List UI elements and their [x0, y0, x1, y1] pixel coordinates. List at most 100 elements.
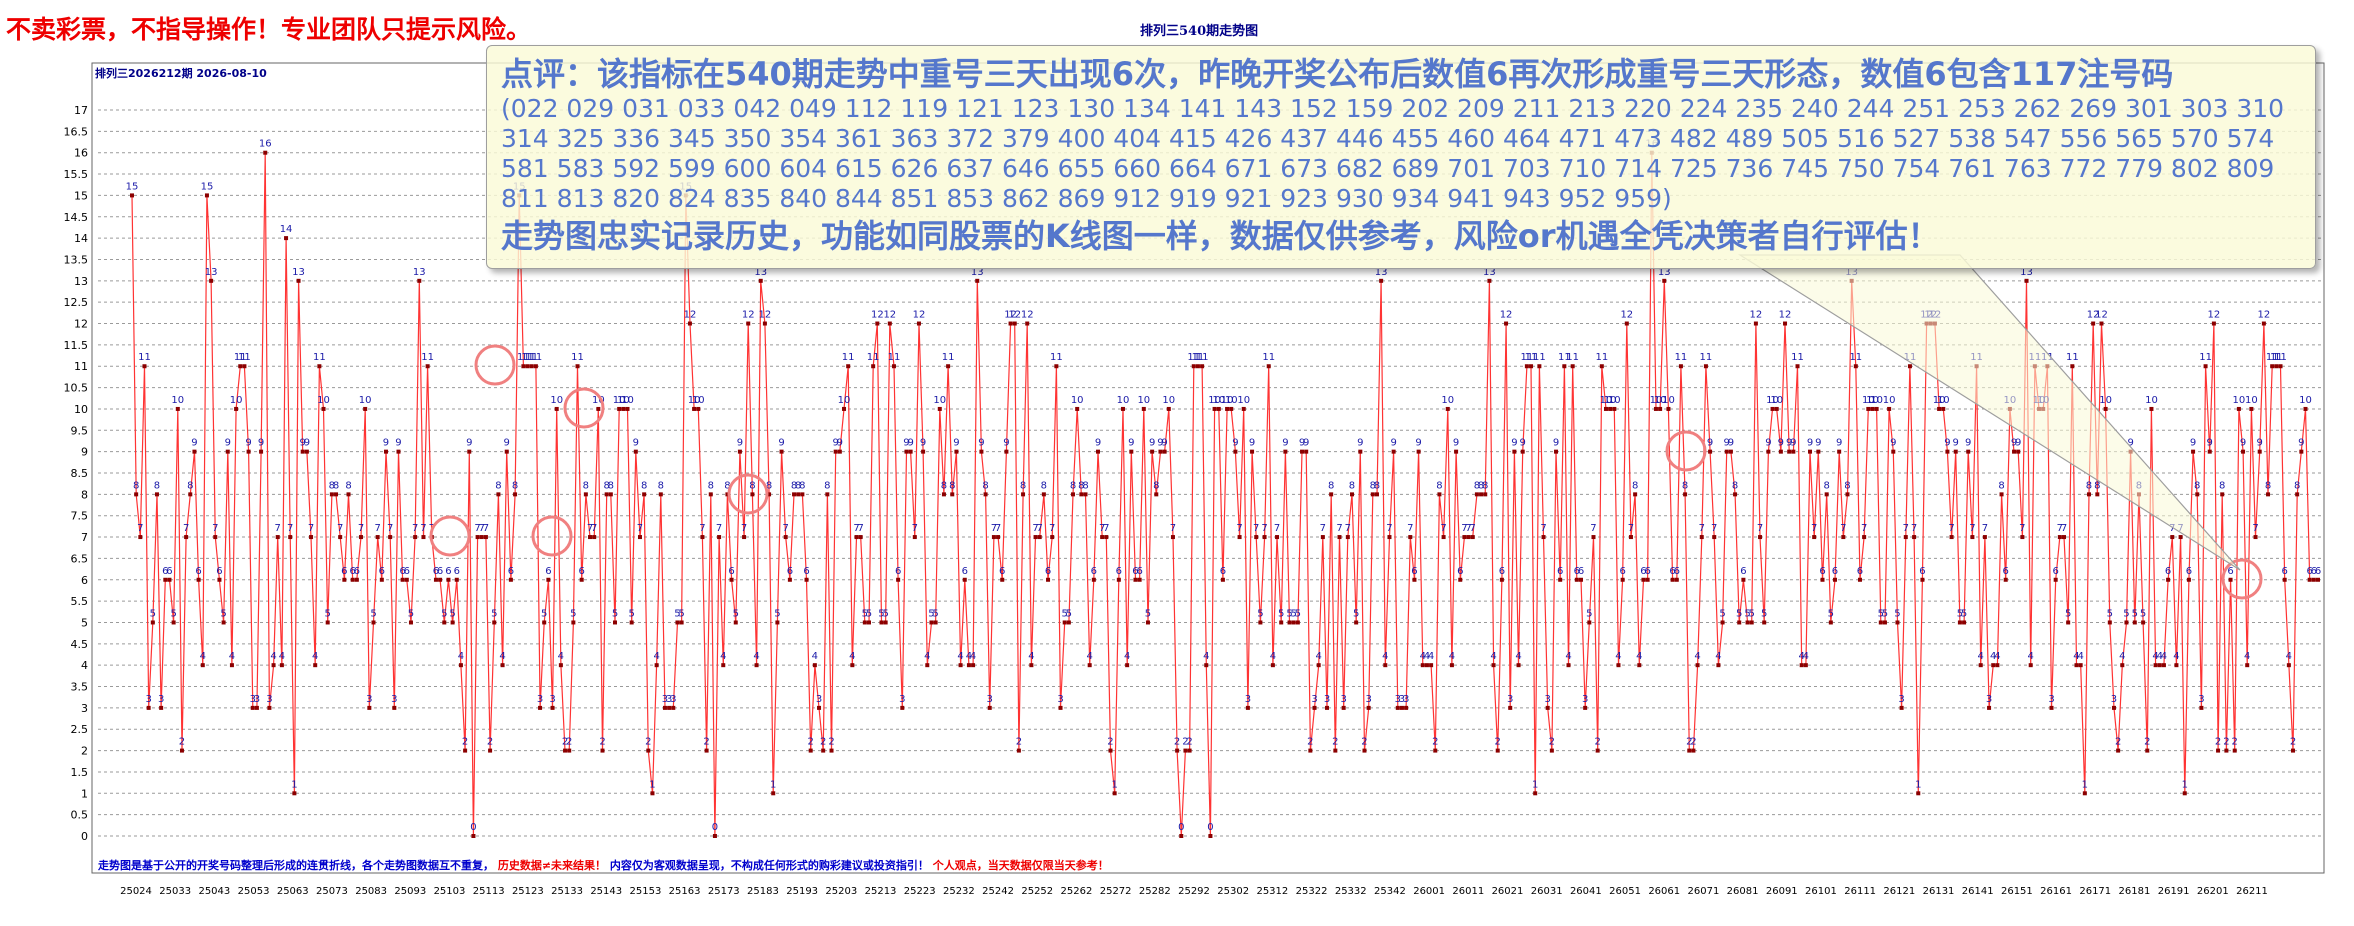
data-point: [217, 577, 222, 582]
data-point: [900, 705, 905, 710]
data-point: [1853, 364, 1858, 369]
data-point: [2291, 748, 2296, 753]
data-point: [2278, 364, 2283, 369]
data-label: 3: [1311, 694, 1317, 705]
data-label: 7: [1628, 523, 1634, 534]
data-label: 11: [1533, 352, 1546, 363]
data-label: 4: [279, 651, 285, 662]
data-label: 9: [225, 438, 231, 449]
data-point: [188, 492, 193, 497]
period-label: 排列三2026212期 2026-08-10: [95, 66, 267, 80]
data-label: 8: [187, 480, 193, 491]
data-point: [1120, 406, 1125, 411]
data-point: [571, 620, 576, 625]
data-label: 4: [653, 651, 659, 662]
data-label: 10: [1866, 395, 1879, 406]
data-label: 11: [888, 352, 901, 363]
data-point: [2028, 663, 2033, 668]
data-label: 9: [1953, 438, 1959, 449]
data-point: [2261, 321, 2266, 326]
highlight-circle: [563, 387, 605, 429]
data-label: 9: [1232, 438, 1238, 449]
y-tick-label: 3.5: [71, 681, 89, 694]
data-label: 3: [391, 694, 397, 705]
data-label: 7: [137, 523, 143, 534]
data-point: [1691, 748, 1696, 753]
data-point: [1878, 620, 1883, 625]
data-label: 6: [1819, 566, 1825, 577]
data-label: 8: [2265, 480, 2271, 491]
data-point: [2182, 791, 2187, 796]
data-point: [1312, 705, 1317, 710]
data-label: 6: [399, 566, 405, 577]
data-label: 7: [358, 523, 364, 534]
data-label: 9: [1765, 438, 1771, 449]
data-label: 2: [703, 737, 709, 748]
data-point: [875, 321, 880, 326]
x-tick-label: 26081: [1727, 886, 1759, 897]
data-point: [2224, 748, 2229, 753]
data-point: [2286, 663, 2291, 668]
data-point: [2078, 663, 2083, 668]
data-point: [2066, 620, 2071, 625]
data-point: [1566, 663, 1571, 668]
data-point: [263, 150, 268, 155]
data-point: [825, 492, 830, 497]
data-point: [667, 705, 672, 710]
data-point: [1025, 321, 1030, 326]
data-point: [717, 535, 722, 540]
data-point: [359, 535, 364, 540]
data-point: [1349, 492, 1354, 497]
data-label: 9: [1890, 438, 1896, 449]
data-label: 2: [2290, 737, 2296, 748]
data-point: [1141, 406, 1146, 411]
data-label: 8: [2094, 480, 2100, 491]
data-point: [1916, 791, 1921, 796]
data-label: 1: [291, 779, 297, 790]
data-label: 1: [2182, 779, 2188, 790]
data-point: [729, 577, 734, 582]
y-tick-label: 7.5: [71, 510, 89, 523]
data-point: [1208, 834, 1213, 838]
data-point: [2270, 364, 2275, 369]
data-point: [1108, 748, 1113, 753]
data-point: [779, 449, 784, 454]
data-label: 12: [1008, 310, 1021, 321]
data-label: 5: [1957, 608, 1963, 619]
data-label: 6: [999, 566, 1005, 577]
data-label: 9: [395, 438, 401, 449]
data-label: 4: [1086, 651, 1092, 662]
data-label: 8: [1020, 480, 1026, 491]
data-label: 7: [1274, 523, 1280, 534]
x-tick-label: 25242: [982, 886, 1014, 897]
data-label: 9: [1724, 438, 1730, 449]
x-tick-label: 25063: [277, 886, 309, 897]
data-point: [2170, 535, 2175, 540]
data-point: [588, 535, 593, 540]
data-label: 10: [1221, 395, 1234, 406]
data-point: [171, 620, 176, 625]
data-point: [1953, 449, 1958, 454]
data-label: 6: [962, 566, 968, 577]
data-label: 6: [1857, 566, 1863, 577]
data-label: 4: [2073, 651, 2079, 662]
y-tick-label: 13: [74, 275, 88, 288]
data-label: 9: [383, 438, 389, 449]
data-point: [433, 577, 438, 582]
data-point: [1641, 577, 1646, 582]
data-label: 8: [1070, 480, 1076, 491]
data-point: [671, 705, 676, 710]
x-tick-label: 25083: [355, 886, 387, 897]
data-label: 13: [971, 267, 984, 278]
data-label: 11: [234, 352, 247, 363]
data-label: 8: [658, 480, 664, 491]
y-tick-label: 5.5: [71, 595, 89, 608]
data-label: 10: [838, 395, 851, 406]
data-point: [438, 577, 443, 582]
data-point: [954, 449, 959, 454]
data-label: 9: [1511, 438, 1517, 449]
data-point: [1029, 663, 1034, 668]
data-point: [742, 535, 747, 540]
data-point: [750, 492, 755, 497]
data-point: [1096, 449, 1101, 454]
